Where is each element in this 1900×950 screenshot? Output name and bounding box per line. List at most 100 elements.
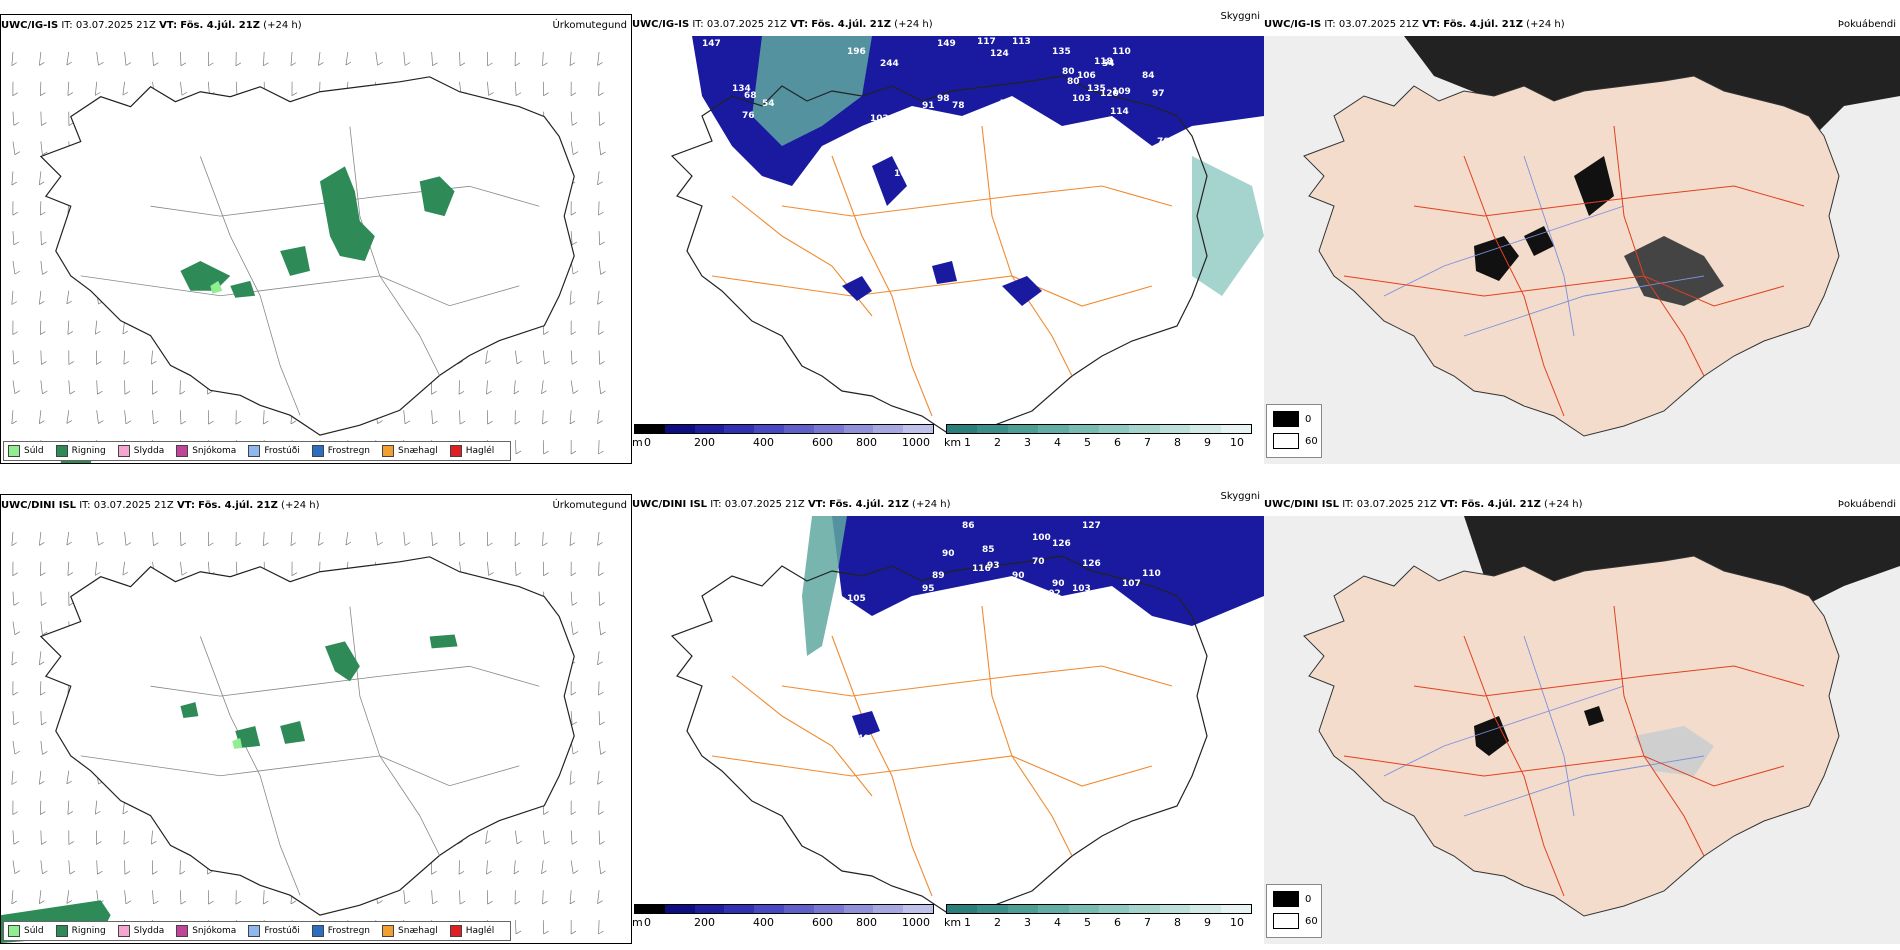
wind-barb-flag: [42, 151, 48, 156]
wind-barb: [515, 920, 517, 934]
wind-barb-flag: [11, 420, 17, 425]
wind-barb: [40, 561, 42, 576]
vt-label: VT:: [790, 19, 809, 30]
wind-barb-flag: [208, 62, 214, 67]
wind-barb-flag: [377, 420, 383, 424]
cloud-base-label: 33: [1022, 254, 1035, 264]
wind-barb: [515, 830, 518, 844]
wind-barb-flag: [39, 300, 45, 305]
wind-barb: [180, 51, 182, 66]
lead-time: (+24 h): [912, 499, 951, 510]
wind-barb-flag: [68, 361, 75, 365]
wind-barb-flag: [98, 61, 104, 66]
wind-barb: [40, 740, 43, 755]
cloud-base-label: 127: [1082, 521, 1101, 531]
wind-barb-flag: [207, 870, 213, 875]
wind-barb: [151, 350, 153, 365]
wind-barb: [95, 81, 98, 96]
vt-value: Fös. 4.júl. 21Z: [829, 499, 909, 510]
cloud-base-label: 124: [990, 49, 1009, 59]
wind-barb: [515, 81, 517, 96]
roads: [80, 606, 540, 896]
wind-barb: [96, 860, 98, 875]
wind-barb: [40, 260, 43, 275]
legend-swatch: [55, 925, 68, 937]
wind-barb-flag: [543, 930, 549, 935]
fog-legend-swatch: [1273, 913, 1299, 929]
wind-barb: [152, 890, 154, 905]
wind-barb: [152, 51, 154, 66]
cloud-base-label: 244: [880, 59, 899, 69]
wind-barb: [180, 81, 183, 96]
wind-barb: [570, 830, 573, 845]
wind-barb-flag: [486, 390, 492, 395]
wind-barb-flag: [263, 900, 269, 905]
cloud-base-label: 85: [982, 545, 995, 555]
fog-map-svg: [1264, 36, 1900, 464]
wind-barb: [569, 770, 572, 785]
wind-barb: [40, 231, 42, 245]
it-label: IT:: [692, 19, 704, 30]
legend-item: Snæhagl: [382, 925, 438, 937]
wind-barb-flag: [96, 361, 102, 365]
wind-barb-flag: [569, 781, 576, 785]
cloud-base-label: 19: [957, 234, 970, 244]
cloud-base-label: 90: [1012, 571, 1025, 581]
visibility-colorbar: km 1 2 3 4 5 6 7 8 9 10: [944, 904, 1264, 938]
wind-barb-flag: [122, 91, 129, 96]
wind-barb: [67, 561, 70, 576]
wind-barb-flag: [125, 62, 132, 66]
cloud-base-label: 84: [1142, 71, 1155, 81]
wind-barb-flag: [291, 572, 298, 577]
wind-barb: [598, 260, 601, 275]
wind-barb: [12, 231, 15, 245]
wind-barb-flag: [432, 542, 438, 546]
visibility-tick: 5: [1084, 916, 1091, 929]
wind-barb: [486, 860, 488, 875]
cloud-base-label: 40: [857, 734, 870, 744]
legend-swatch: [311, 445, 324, 457]
wind-barb-flag: [377, 541, 383, 546]
cloud-base-label: 106: [1077, 71, 1096, 81]
wind-barb: [40, 711, 42, 725]
wind-barb: [598, 740, 601, 755]
vt-value: Fös. 4.júl. 21Z: [811, 19, 891, 30]
wind-barb: [598, 320, 600, 335]
wind-barb: [96, 51, 99, 66]
precip-type-legend: Súld Rigning Slydda Snjókoma Frostúði Fr…: [3, 441, 512, 461]
fog-map: [1264, 516, 1900, 944]
wind-barb: [12, 621, 16, 635]
wind-barb-flag: [13, 122, 20, 126]
fog-legend-row: 60: [1273, 433, 1318, 449]
wind-barb: [598, 681, 600, 696]
cloud-base-label: 126: [1052, 539, 1071, 549]
wind-barb: [515, 350, 518, 364]
wind-barb: [598, 111, 600, 126]
cloud-base-label: 135: [1087, 84, 1106, 94]
wind-barb-flag: [95, 572, 101, 576]
cloud-base-label: 159: [847, 147, 866, 157]
iceland-outline: [670, 75, 1208, 434]
wind-barb-flag: [404, 542, 411, 546]
wind-barb: [151, 830, 153, 845]
visibility-tick: 3: [1024, 436, 1031, 449]
wind-barb-flag: [40, 572, 46, 576]
wind-barb: [598, 800, 600, 815]
wind-barb-flag: [290, 420, 297, 425]
visibility-tick: 5: [1084, 436, 1091, 449]
wind-barb-flag: [487, 900, 493, 905]
precip-type-legend: Súld Rigning Slydda Snjókoma Frostúði Fr…: [3, 921, 512, 941]
wind-barb-flag: [542, 62, 548, 67]
wind-barb: [569, 531, 572, 546]
wind-barb-flag: [459, 542, 466, 547]
cloud-base-label: 57: [857, 259, 870, 269]
cloud-base-label: 118: [1094, 57, 1113, 67]
wind-barb: [542, 531, 544, 546]
cloud-base-label: 109: [1112, 87, 1131, 97]
it-value: 03.07.2025 21Z: [1338, 19, 1419, 30]
legend-item: Slydda: [117, 445, 164, 457]
wind-barb-flag: [14, 270, 21, 275]
wind-barb-flag: [41, 721, 47, 726]
lead-time: (+24 h): [1526, 19, 1565, 30]
